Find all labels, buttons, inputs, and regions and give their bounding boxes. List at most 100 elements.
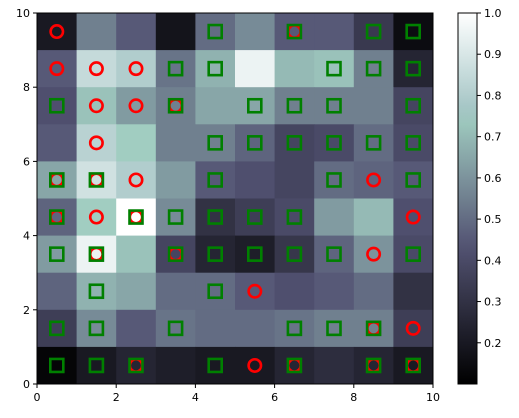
x-tick-label: 2 [113, 391, 120, 404]
heatmap-cell [235, 235, 275, 274]
square-marker [405, 23, 422, 40]
colorbar-tick-label: 0.3 [484, 296, 502, 309]
square-marker [365, 357, 382, 374]
heatmap-cell [353, 161, 394, 199]
x-tick-label: 4 [192, 391, 199, 404]
colorbar-tick-label: 0.6 [484, 172, 502, 185]
heatmap-cell [76, 50, 117, 88]
heatmap-cell [37, 235, 77, 274]
heatmap-cell [393, 346, 434, 385]
heatmap-cell [76, 346, 117, 385]
heatmap-cell [116, 161, 157, 199]
square-marker [48, 357, 65, 374]
square-marker [88, 283, 105, 300]
heatmap-cell [155, 346, 196, 385]
heatmap-cell [274, 235, 315, 274]
square-marker [48, 209, 65, 225]
heatmap-cell [195, 87, 236, 125]
square-marker [207, 357, 223, 374]
heatmap-cell [116, 235, 157, 274]
heatmap-cell [235, 346, 275, 385]
square-marker [286, 135, 303, 151]
circle-marker [49, 24, 65, 40]
square-marker [405, 60, 422, 77]
heatmap-cell [195, 124, 236, 162]
square-marker [286, 320, 303, 337]
square-marker [247, 135, 263, 151]
heatmap-cell [195, 272, 236, 311]
square-marker [128, 209, 144, 225]
heatmap-cell [37, 161, 77, 199]
heatmap-cell [155, 50, 196, 88]
heatmap-cells [37, 13, 434, 385]
colorbar-tick-label: 0.9 [484, 48, 502, 61]
heatmap-cell [116, 13, 157, 51]
winner-markers [48, 23, 422, 374]
heatmap-cell [393, 198, 434, 236]
square-marker [207, 60, 223, 77]
heatmap-cell [116, 346, 157, 385]
y-tick-label: 0 [23, 378, 30, 391]
heatmap-cell [235, 50, 275, 88]
y-tick-label: 10 [16, 7, 30, 20]
heatmap-cell [155, 161, 196, 199]
colorbar-tick-label: 0.2 [484, 337, 502, 350]
square-marker [365, 23, 382, 40]
colorbar [457, 12, 478, 385]
y-tick-label: 6 [23, 155, 30, 168]
heatmap-cell [195, 50, 236, 88]
heatmap-cell [274, 198, 315, 236]
heatmap-cell [37, 272, 77, 311]
heatmap-cell [353, 272, 394, 311]
square-marker [326, 60, 342, 77]
heatmap-cell [314, 13, 355, 51]
square-marker [48, 97, 65, 114]
heatmap-cell [76, 13, 117, 51]
heatmap-cell [314, 161, 355, 199]
y-tick-label: 8 [23, 81, 30, 94]
colorbar-tick-label: 0.8 [484, 89, 502, 102]
heatmap-cell [116, 272, 157, 311]
heatmap-cell [393, 124, 434, 162]
heatmap-cell [76, 198, 117, 236]
y-tick-label: 2 [23, 304, 30, 317]
heatmap-cell [393, 235, 434, 274]
heatmap-cell [195, 346, 236, 385]
heatmap-cell [393, 272, 434, 311]
heatmap-cell [274, 13, 315, 51]
square-marker [286, 246, 303, 262]
heatmap-cell [76, 124, 117, 162]
square-marker [207, 23, 223, 40]
square-marker [207, 135, 223, 151]
heatmap-cell [37, 346, 77, 385]
heatmap-cell [353, 198, 394, 236]
heatmap-cell [195, 198, 236, 236]
heatmap-cell [155, 198, 196, 236]
heatmap-cell [274, 272, 315, 311]
heatmap-cell [353, 13, 394, 51]
circle-marker [366, 246, 382, 262]
square-marker [286, 97, 303, 114]
heatmap-cell [393, 309, 434, 348]
circle-marker [88, 98, 104, 114]
square-marker [405, 357, 422, 374]
circle-marker [88, 61, 104, 77]
square-marker [88, 246, 105, 262]
square-marker [326, 246, 342, 262]
heatmap-cell [314, 124, 355, 162]
y-tick-label: 4 [23, 230, 30, 243]
plot-frame [36, 12, 434, 385]
square-marker [128, 357, 144, 374]
heatmap-cell [353, 124, 394, 162]
heatmap-cell [314, 87, 355, 125]
heatmap-cell [37, 198, 77, 236]
heatmap-cell [353, 235, 394, 274]
x-tick-label: 6 [271, 391, 278, 404]
heatmap-cell [314, 346, 355, 385]
heatmap-cell [235, 161, 275, 199]
heatmap-cell [235, 309, 275, 348]
heatmap-cell [116, 124, 157, 162]
square-marker [167, 246, 184, 262]
circle-marker [128, 172, 144, 188]
x-tick-label: 8 [350, 391, 357, 404]
